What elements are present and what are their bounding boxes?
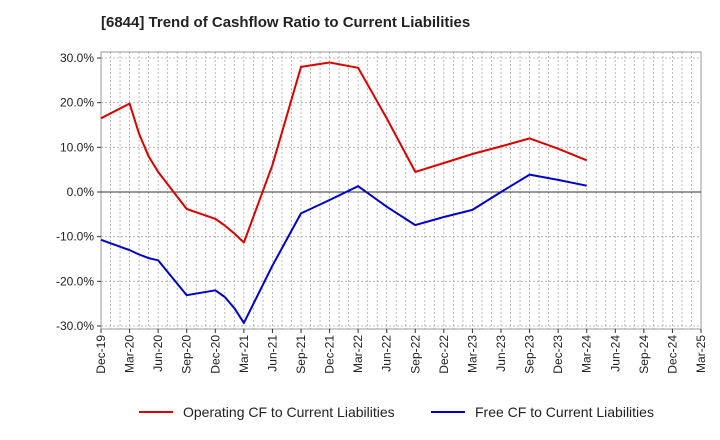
y-tick-label: -30.0% [56,319,94,333]
x-tick-label: Dec-22 [437,335,451,374]
x-tick-label: Jun-20 [151,335,165,372]
x-tick-label: Jun-23 [494,335,508,372]
x-tick-label: Mar-25 [694,335,708,373]
x-tick-label: Sep-21 [294,335,308,374]
y-tick-label: 10.0% [60,140,94,154]
x-tick-label: Dec-24 [665,335,679,374]
y-tick-label: 20.0% [60,96,94,110]
grid-lines [101,52,701,329]
legend-label-free-cf: Free CF to Current Liabilities [475,404,654,420]
legend-label-operating-cf: Operating CF to Current Liabilities [183,404,395,420]
series-lines [100,61,588,324]
series-line-operating-cf [100,61,588,244]
x-tick-label: Sep-23 [523,335,537,374]
y-tick-label: -20.0% [56,274,94,288]
x-tick-label: Mar-21 [237,335,251,373]
legend-swatch-free-cf [431,411,465,413]
x-tick-label: Jun-22 [380,335,394,372]
legend-swatch-operating-cf [139,411,173,413]
x-tick-label: Jun-21 [265,335,279,372]
x-tick-label: Mar-22 [351,335,365,373]
x-axis-ticks: Dec-19 Mar-20 Jun-20 Sep-20 Dec-20 Mar-21 Jun-… [94,329,708,374]
x-tick-label: Dec-20 [208,335,222,374]
x-tick-label: Mar-23 [465,335,479,373]
legend-item-free-cf: Free CF to Current Liabilities [431,404,654,420]
x-tick-label: Dec-23 [551,335,565,374]
x-tick-label: Mar-24 [580,335,594,373]
legend-item-operating-cf: Operating CF to Current Liabilities [139,404,395,420]
plot-area-frame [100,51,702,330]
x-tick-label: Sep-20 [180,335,194,374]
legend: Operating CF to Current Liabilities Free… [0,404,720,426]
y-axis-ticks: 30.0% 20.0% 10.0% 0.0% -10.0% -20.0% -30.0% [56,51,101,333]
y-tick-label: 0.0% [67,185,95,199]
x-tick-label: Dec-21 [323,335,337,374]
series-line-free-cf [100,173,587,324]
x-tick-label: Dec-19 [94,335,108,374]
chart-title: [6844] Trend of Cashflow Ratio to Curren… [101,14,471,31]
y-tick-label: -10.0% [56,230,94,244]
x-tick-label: Sep-24 [637,335,651,374]
y-tick-label: 30.0% [60,51,94,65]
x-tick-label: Mar-20 [123,335,137,373]
x-tick-label: Jun-24 [608,335,622,372]
x-tick-label: Sep-22 [408,335,422,374]
